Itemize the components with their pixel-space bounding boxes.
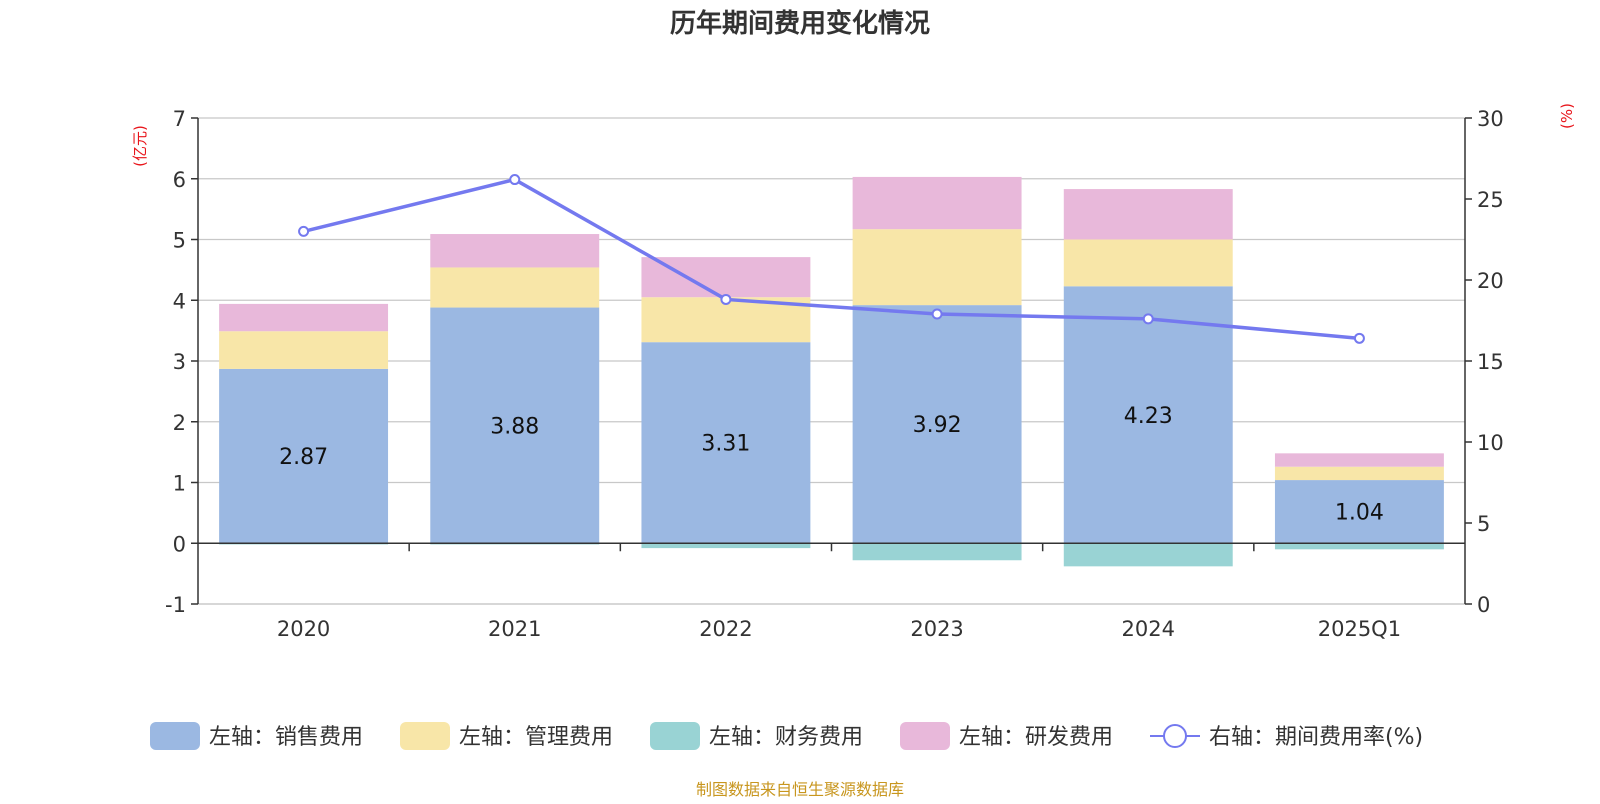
gridlines: [198, 117, 1465, 605]
axes: -1 0 1 2 3 4 5 6 7 (亿元) 0 5 10 15 20 25 30 (%) 2020 2021 202…: [131, 103, 1576, 641]
rate-line: [303, 177, 1360, 341]
category-label: 2024: [1122, 617, 1175, 641]
left-tick-label: 1: [173, 472, 186, 496]
bar-2023-series1: [852, 229, 1022, 306]
bar-2024-series0: [1063, 286, 1233, 544]
rate-point-2021: [509, 174, 521, 186]
bar-2023-series3: [852, 176, 1022, 230]
category-label: 2022: [699, 617, 752, 641]
bar-value-labels: 2.87 3.88 3.31 3.92 4.23 1.04: [279, 404, 1384, 526]
bar-2022-series2: [641, 543, 811, 549]
category-label: 2020: [277, 617, 330, 641]
legend-label: 左轴：销售费用: [209, 725, 363, 750]
legend-label: 左轴：财务费用: [709, 725, 863, 750]
legend-label: 右轴：期间费用率(%): [1209, 725, 1423, 750]
bar-value-label: 3.92: [913, 413, 962, 438]
bar-2025Q1-series2: [1274, 543, 1444, 550]
legend-swatch: [400, 722, 450, 750]
bar-2023-series0: [852, 305, 1022, 544]
left-axis-unit: (亿元): [131, 125, 149, 167]
bar-value-label: 3.88: [490, 414, 539, 439]
bar-2025Q1-series0: [1274, 480, 1444, 544]
bar-value-label: 2.87: [279, 445, 328, 470]
bar-2024-series2: [1063, 543, 1233, 567]
legend-item-4: 右轴：期间费用率(%): [1150, 724, 1423, 750]
legend: 左轴：销售费用 左轴：管理费用 左轴：财务费用 左轴：研发费用 右轴：期间费用率(%): [150, 722, 1423, 750]
left-tick-label: 2: [173, 411, 186, 435]
right-tick-label: 0: [1477, 593, 1490, 617]
left-tick-label: 6: [173, 168, 186, 192]
legend-label: 左轴：管理费用: [459, 725, 613, 750]
bar-2020-series3: [219, 303, 389, 332]
rate-point-2024: [1142, 313, 1154, 325]
bar-2021-series0: [430, 307, 600, 544]
right-tick-label: 10: [1477, 431, 1504, 455]
left-tick-label: 3: [173, 350, 186, 374]
rate-point-2022: [720, 293, 732, 305]
bar-2021-series3: [430, 234, 600, 268]
stacked-bars: [219, 176, 1444, 567]
bar-2024-series3: [1063, 189, 1233, 240]
left-tick-label: -1: [165, 593, 186, 617]
right-tick-label: 20: [1477, 269, 1504, 293]
rate-point-2023: [931, 308, 943, 320]
source-note: 制图数据来自恒生聚源数据库: [696, 780, 904, 799]
right-tick-label: 30: [1477, 107, 1504, 131]
legend-item-2: 左轴：财务费用: [650, 722, 863, 750]
bar-2024-series1: [1063, 239, 1233, 287]
bar-value-label: 3.31: [701, 432, 750, 457]
legend-swatch: [150, 722, 200, 750]
right-tick-label: 25: [1477, 188, 1504, 212]
expense-rate-line: [298, 174, 1365, 344]
bar-2020-series1: [219, 331, 389, 369]
bar-2022-series0: [641, 342, 811, 544]
right-tick-label: 5: [1477, 512, 1490, 536]
category-label: 2025Q1: [1318, 617, 1401, 641]
bar-2025Q1-series1: [1274, 466, 1444, 481]
bar-2020-series0: [219, 368, 389, 544]
legend-swatch: [900, 722, 950, 750]
bar-value-label: 1.04: [1335, 501, 1384, 526]
bar-2023-series2: [852, 543, 1022, 561]
legend-circle-swatch: [1163, 724, 1187, 748]
bar-value-label: 4.23: [1124, 404, 1173, 429]
category-label: 2023: [910, 617, 963, 641]
left-tick-label: 4: [173, 289, 186, 313]
legend-label: 左轴：研发费用: [959, 725, 1113, 750]
left-tick-label: 0: [173, 532, 186, 556]
bar-2025Q1-series3: [1274, 453, 1444, 467]
legend-swatch: [650, 722, 700, 750]
rate-point-2020: [298, 225, 310, 237]
left-tick-label: 7: [173, 107, 186, 131]
legend-item-0: 左轴：销售费用: [150, 722, 363, 750]
legend-item-1: 左轴：管理费用: [400, 722, 613, 750]
bar-2022-series3: [641, 257, 811, 298]
right-axis-unit: (%): [1558, 103, 1576, 129]
left-tick-label: 5: [173, 229, 186, 253]
chart-title: 历年期间费用变化情况: [670, 8, 930, 39]
rate-point-2025Q1: [1353, 332, 1365, 344]
right-tick-label: 15: [1477, 350, 1504, 374]
category-label: 2021: [488, 617, 541, 641]
bar-2021-series1: [430, 267, 600, 308]
legend-item-3: 左轴：研发费用: [900, 722, 1113, 750]
